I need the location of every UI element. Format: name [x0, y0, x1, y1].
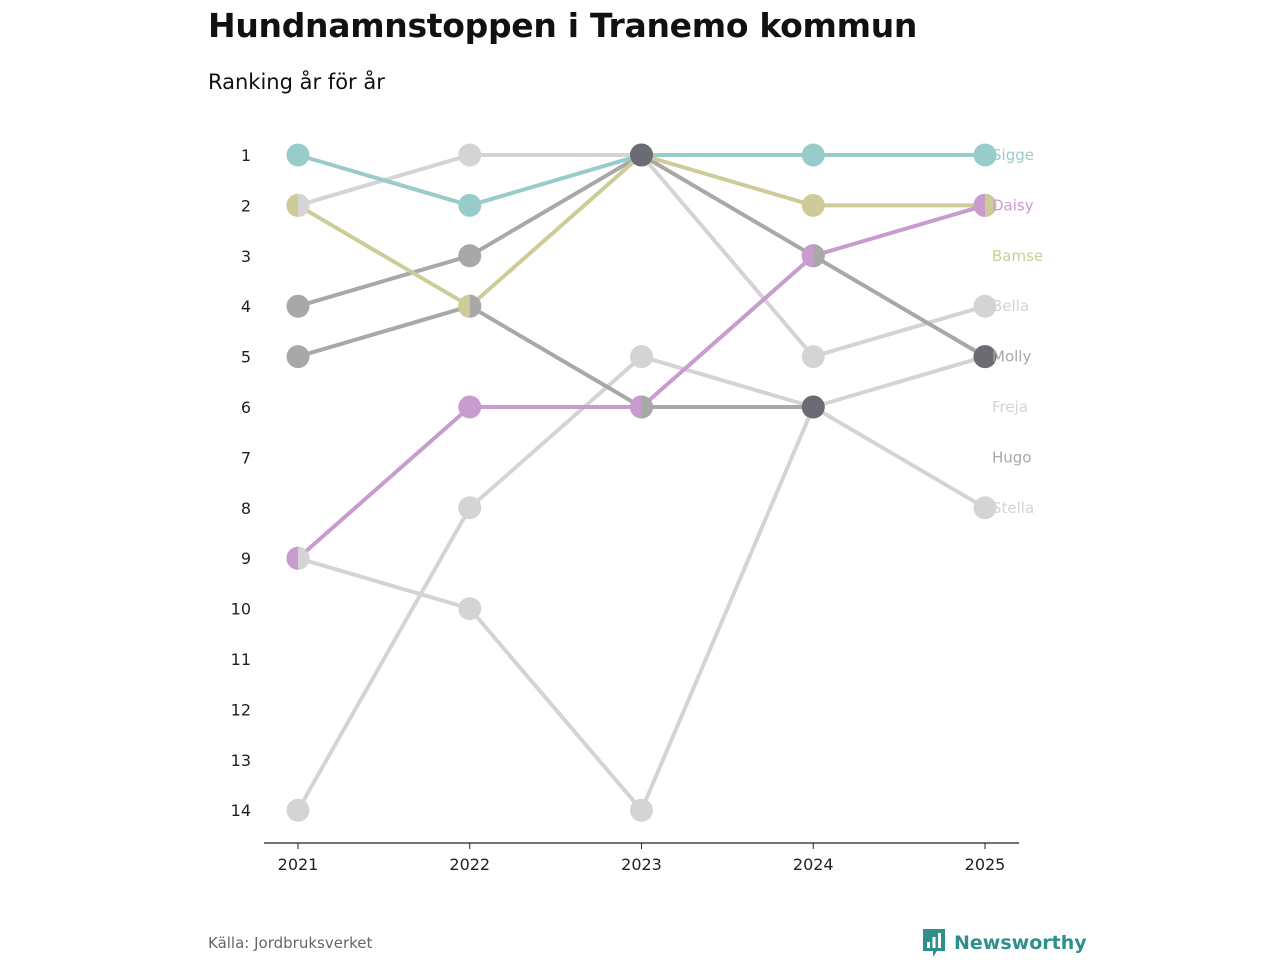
shared-point-left-half: [630, 395, 642, 419]
x-tick-label: 2022: [449, 855, 490, 874]
data-point-sigge: [801, 143, 825, 167]
shared-point-left-half: [286, 193, 298, 217]
series-line-freja: [296, 354, 987, 813]
data-point-freja: [286, 798, 310, 822]
shared-point-right-half: [298, 546, 310, 570]
data-point-freja: [630, 345, 653, 369]
data-point-sigge: [458, 193, 482, 217]
series-label-freja: Freja: [992, 398, 1028, 416]
data-point-sigge: [973, 143, 997, 167]
shared-point-left-half: [286, 546, 298, 570]
y-tick-label: 14: [231, 801, 251, 820]
series-labels: Sigge Daisy Bamse Bella Molly Freja Hugo Stella: [992, 146, 1043, 517]
x-tick-label: 2021: [278, 855, 319, 874]
shared-point-right-half: [469, 294, 482, 318]
data-point-daisy: [458, 395, 482, 419]
y-tick-label: 5: [241, 348, 251, 367]
y-tick-label: 10: [231, 600, 251, 619]
data-point-hugo: [286, 345, 310, 369]
data-point-stella: [458, 597, 482, 621]
shared-point-right-half: [813, 244, 825, 268]
y-tick-label: 12: [231, 700, 251, 719]
series-label-molly: Molly: [992, 348, 1031, 366]
data-point-bella: [973, 294, 997, 318]
data-point-molly: [458, 244, 482, 268]
chart-subtitle: Ranking år för år: [208, 70, 385, 94]
x-tick-label: 2024: [793, 855, 834, 874]
y-tick-label: 8: [241, 499, 251, 518]
y-tick-label: 1: [241, 146, 251, 165]
series-label-bella: Bella: [992, 297, 1029, 315]
shared-point-left-half: [973, 193, 985, 217]
y-tick-label: 3: [241, 247, 251, 266]
series-label-bamse: Bamse: [992, 247, 1043, 265]
x-tick-label: 2025: [965, 855, 1006, 874]
shared-point-right-half: [641, 395, 653, 419]
data-point-freja: [458, 496, 482, 520]
source-note: Källa: Jordbruksverket: [208, 934, 373, 952]
shared-point-right-half: [298, 193, 310, 217]
y-tick-label: 2: [241, 196, 251, 215]
highlighted-point: [630, 143, 653, 167]
series-label-hugo: Hugo: [992, 448, 1032, 466]
bar-chart-speech-icon: [923, 929, 945, 957]
data-point-bella: [801, 345, 825, 369]
y-tick-label: 6: [241, 398, 251, 417]
series-lines: [296, 153, 987, 813]
shared-point-right-half: [985, 193, 997, 217]
y-tick-label: 4: [241, 297, 251, 316]
x-tick-label: 2023: [621, 855, 662, 874]
y-tick-label: 11: [231, 650, 251, 669]
series-line-bamse: [296, 153, 987, 309]
y-tick-label: 13: [231, 751, 251, 770]
data-point-stella: [973, 496, 997, 520]
data-point-sigge: [286, 143, 310, 167]
series-points: [286, 143, 997, 822]
y-tick-label: 9: [241, 549, 251, 568]
series-label-daisy: Daisy: [992, 196, 1034, 214]
data-point-bamse: [801, 193, 825, 217]
chart-title: Hundnamnstoppen i Tranemo kommun: [208, 6, 918, 45]
series-label-stella: Stella: [992, 499, 1034, 517]
shared-point-left-half: [801, 244, 814, 268]
data-point-bella: [458, 143, 482, 167]
series-line-daisy: [296, 203, 987, 561]
series-label-sigge: Sigge: [992, 146, 1034, 164]
brand-name: Newsworthy: [954, 932, 1087, 954]
x-axis: 2021 2022 2023 2024 2025: [264, 842, 1019, 874]
shared-point-left-half: [458, 294, 470, 318]
y-tick-label: 7: [241, 448, 251, 467]
highlighted-point: [801, 395, 825, 419]
data-point-molly: [286, 294, 310, 318]
series-line-hugo: [296, 304, 816, 409]
highlighted-point: [973, 345, 997, 369]
brand-logo: Newsworthy: [922, 928, 1087, 958]
data-point-stella: [630, 798, 653, 822]
